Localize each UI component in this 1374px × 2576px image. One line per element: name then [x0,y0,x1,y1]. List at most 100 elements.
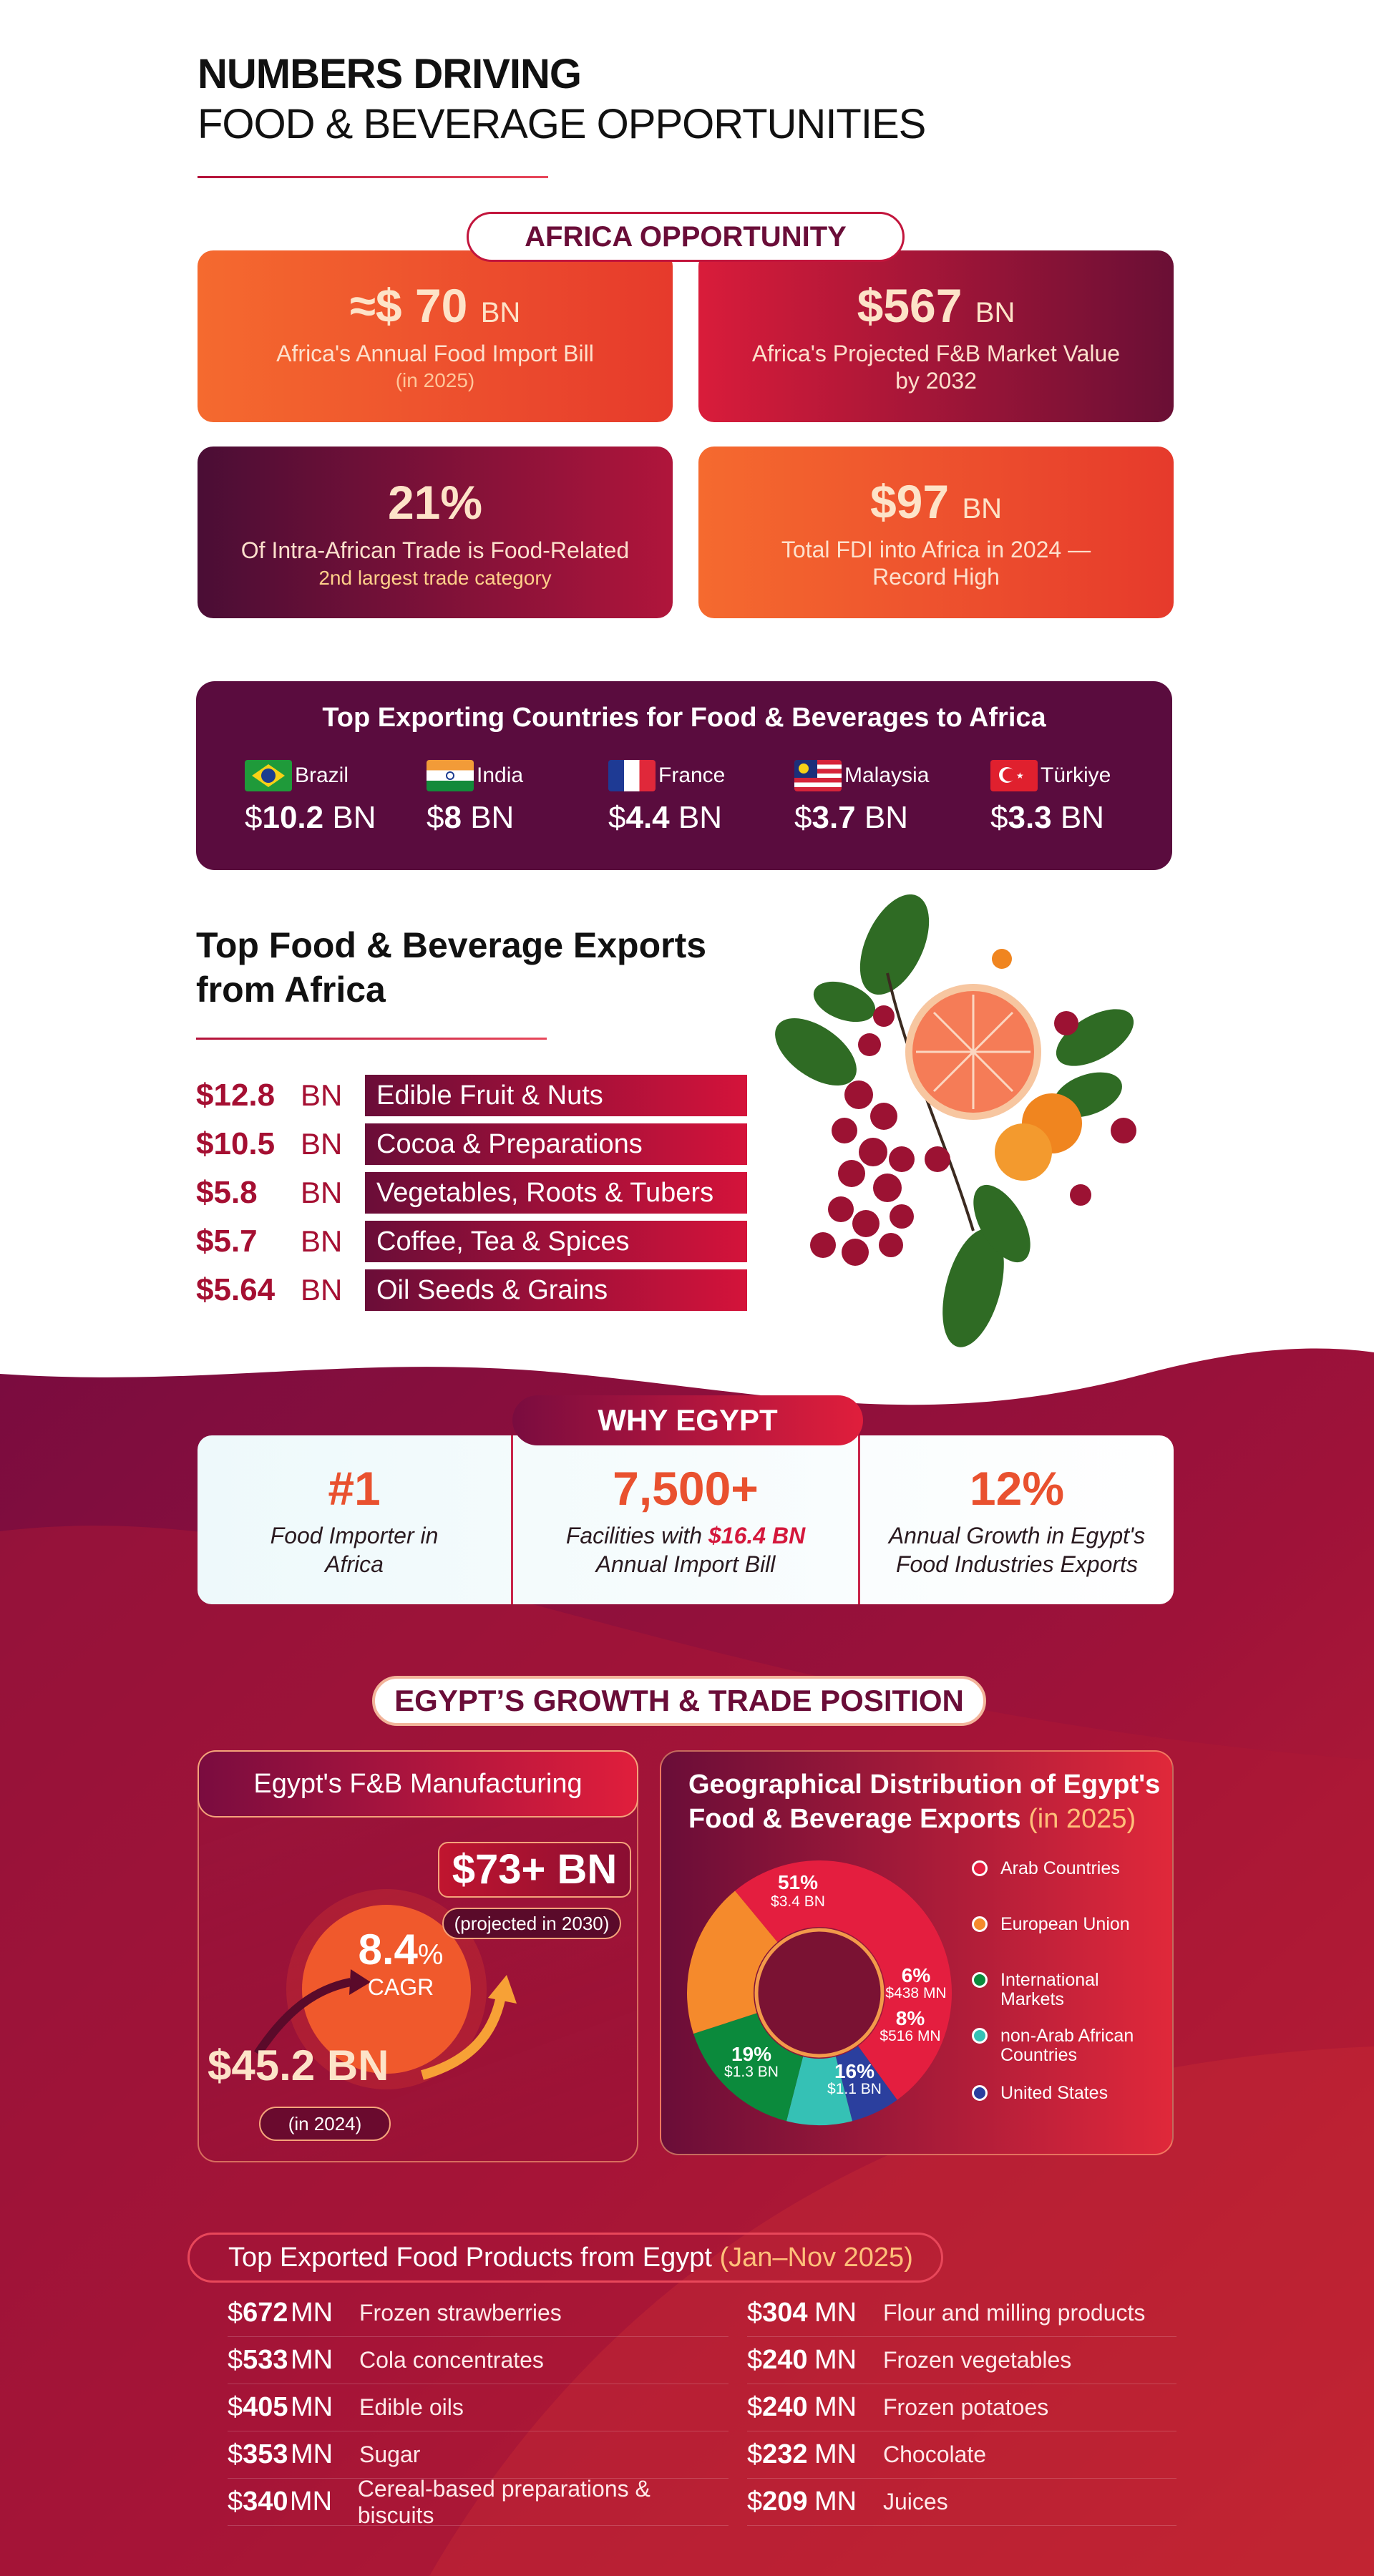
india-flag-icon [427,760,474,791]
legend-eu: European Union [972,1915,1144,1934]
france-flag-icon [608,760,656,791]
product-row: $240 MN Frozen vegetables [747,2337,1176,2384]
export-donut-chart: 51% $3.4 BN 19% $1.3 BN 16% $1.1 BN 8% $… [687,1860,952,2125]
donut-segment [835,2046,897,2122]
stat-value: $97 [869,475,950,528]
export-label: Coffee, Tea & Spices [365,1221,747,1262]
export-unit: BN [301,1127,343,1161]
exporter-value: $3.3 BN [990,800,1105,835]
cagr-value: 8.4 [358,1926,418,1974]
export-label: Vegetables, Roots & Tubers [365,1172,747,1214]
why-egypt-card: #1 Food Importer in Africa 7,500+ Facili… [198,1435,1174,1604]
exporter-name: France [658,763,726,787]
malaysia-flag-icon [794,760,842,791]
exporter-name: India [477,763,524,787]
segment-value-african: $516 MN [880,2028,940,2044]
why-stat-facilities: 7,500+ Facilities with $16.4 BN Annual Im… [513,1435,860,1604]
product-row: $240 MN Frozen potatoes [747,2384,1176,2431]
title-rule [198,176,548,178]
projected-value: $73+ BN [438,1842,631,1898]
page-subtitle: FOOD & BEVERAGE OPPORTUNITIES [198,101,926,147]
why-stat-text: Annual Growth in Egypt's Food Industries… [888,1523,1146,1577]
distribution-title: Geographical Distribution of Egypt's Foo… [688,1770,1161,1834]
product-amount: $353 [228,2439,288,2469]
product-label: Flour and milling products [883,2300,1146,2326]
why-stat-value: #1 [328,1462,381,1515]
product-label: Cereal-based preparations & biscuits [357,2475,651,2528]
stat-text: Africa's Projected F&B Market Value by 2… [751,341,1121,394]
product-amount: $209 [747,2487,808,2517]
product-label: Cola concentrates [359,2347,544,2373]
product-row: $232 MN Chocolate [747,2431,1176,2479]
cagr-badge: 8.4% CAGR [329,1925,472,2001]
egypt-products-title: Top Exported Food Products from Egypt (J… [187,2233,943,2283]
stat-text: Total FDI into Africa in 2024 — Record H… [781,537,1091,590]
exporters-title: Top Exporting Countries for Food & Bever… [322,703,1046,733]
product-unit: MN [291,2392,333,2422]
export-row: $5.64 BN Oil Seeds & Grains [196,1268,747,1312]
product-amount: $240 [747,2392,808,2422]
stat-card-import-bill: ≈$ 70 BN Africa's Annual Food Import Bil… [198,250,673,422]
stat-unit: BN [962,493,1003,525]
legend-intl: International Markets [972,1971,1144,2009]
export-label: Oil Seeds & Grains [365,1269,747,1311]
why-stat-text: Food Importer in Africa [270,1523,439,1577]
product-label: Frozen strawberries [359,2300,562,2326]
legend-us: United States [972,2084,1158,2103]
why-stat-value: 12% [969,1462,1065,1515]
current-value: $45.2 BN [208,2041,389,2089]
exporter-value: $10.2 BN [245,800,376,835]
export-label: Edible Fruit & Nuts [365,1075,747,1116]
exporter-value: $4.4 BN [608,800,723,835]
stat-card-market-value: $567 BN Africa's Projected F&B Market Va… [698,250,1174,422]
stat-card-fdi: $97 BN Total FDI into Africa in 2024 — R… [698,447,1174,618]
stat-card-intra-trade: 21% Of Intra-African Trade is Food-Relat… [198,447,673,618]
export-amount: $12.8 [196,1078,276,1113]
turkiye-flag-icon: ★ [990,760,1038,791]
stat-unit: BN [975,297,1015,328]
exporter-value: $3.7 BN [794,800,909,835]
stat-text: Africa's Annual Food Import Bill [276,341,594,366]
africa-opportunity-label: AFRICA OPPORTUNITY [467,212,905,262]
segment-value-eu: $1.3 BN [724,2064,779,2080]
top-exports-rule [196,1038,547,1040]
export-row: $5.8 BN Vegetables, Roots & Tubers [196,1171,747,1215]
donut-segment [735,1860,952,2100]
export-row: $10.5 BN Cocoa & Preparations [196,1122,747,1166]
exporter-name: Türkiye [1041,763,1111,787]
segment-pct-us: 6% [902,1964,931,1986]
product-label: Juices [883,2489,948,2514]
exporter-turkiye: ★ Türkiye $3.3 BN [990,760,1155,836]
cagr-graphic [254,1889,517,2089]
export-amount: $5.64 [196,1272,276,1307]
donut-segment [693,2013,804,2122]
stat-text: Of Intra-African Trade is Food-Related [240,537,630,563]
exporter-malaysia: Malaysia $3.7 BN [794,760,959,836]
product-label: Frozen potatoes [883,2394,1049,2420]
export-unit: BN [301,1224,343,1258]
why-stat-value: 7,500+ [613,1462,759,1515]
product-label: Edible oils [359,2394,464,2420]
stat-value: 21% [387,476,483,529]
projected-note: (projected in 2030) [442,1908,621,1939]
product-unit: MN [814,2392,857,2422]
product-unit: MN [291,2345,333,2375]
product-unit: MN [289,2487,333,2517]
brazil-flag-icon [245,760,292,791]
product-row: $209 MN Juices [747,2479,1176,2526]
fruit-illustration [775,894,1136,1347]
exporting-countries-panel: Top Exporting Countries for Food & Bever… [196,681,1172,870]
export-unit: BN [301,1273,343,1307]
product-amount: $533 [228,2345,288,2375]
legend-african: non-Arab African Countries [972,2026,1172,2065]
product-unit: MN [814,2439,857,2469]
product-row: $353 MN Sugar [228,2431,729,2479]
segment-pct-eu: 19% [731,2043,771,2065]
product-unit: MN [814,2345,857,2375]
stat-sub: (in 2025) [395,369,475,391]
product-label: Frozen vegetables [883,2347,1072,2373]
why-stat-importer: #1 Food Importer in Africa [198,1435,514,1604]
product-unit: MN [291,2439,333,2469]
product-amount: $672 [228,2298,288,2328]
donut-segment [687,1890,778,2034]
